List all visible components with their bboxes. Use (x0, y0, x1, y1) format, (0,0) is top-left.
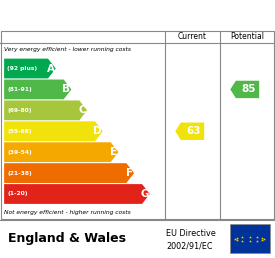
Polygon shape (4, 79, 72, 99)
Polygon shape (4, 163, 134, 183)
Text: (81-91): (81-91) (7, 87, 32, 92)
Text: England & Wales: England & Wales (8, 232, 126, 245)
Text: (55-68): (55-68) (7, 129, 32, 134)
Polygon shape (4, 121, 103, 141)
Polygon shape (4, 100, 87, 120)
Text: D: D (94, 126, 102, 136)
Polygon shape (4, 142, 119, 162)
Text: A: A (47, 63, 55, 74)
Text: Not energy efficient - higher running costs: Not energy efficient - higher running co… (4, 210, 131, 215)
Text: Very energy efficient - lower running costs: Very energy efficient - lower running co… (4, 47, 131, 52)
Text: C: C (78, 105, 86, 115)
Polygon shape (230, 81, 259, 98)
Text: Energy Efficiency Rating: Energy Efficiency Rating (8, 7, 210, 23)
Text: (69-80): (69-80) (7, 108, 32, 113)
Polygon shape (4, 59, 56, 78)
Text: F: F (125, 168, 133, 178)
Text: Current: Current (178, 32, 207, 41)
Text: (1-20): (1-20) (7, 191, 28, 197)
Text: (92 plus): (92 plus) (7, 66, 38, 71)
Text: EU Directive: EU Directive (166, 229, 216, 238)
Text: (21-38): (21-38) (7, 171, 32, 176)
Text: (39-54): (39-54) (7, 150, 32, 155)
Text: 63: 63 (187, 126, 201, 136)
Text: Potential: Potential (230, 32, 265, 41)
Polygon shape (4, 184, 150, 204)
FancyBboxPatch shape (230, 224, 270, 253)
Text: E: E (110, 147, 117, 157)
Text: G: G (141, 189, 149, 199)
Text: B: B (62, 84, 70, 94)
Text: 2002/91/EC: 2002/91/EC (166, 241, 213, 250)
Polygon shape (175, 123, 204, 140)
Text: 85: 85 (242, 84, 256, 94)
